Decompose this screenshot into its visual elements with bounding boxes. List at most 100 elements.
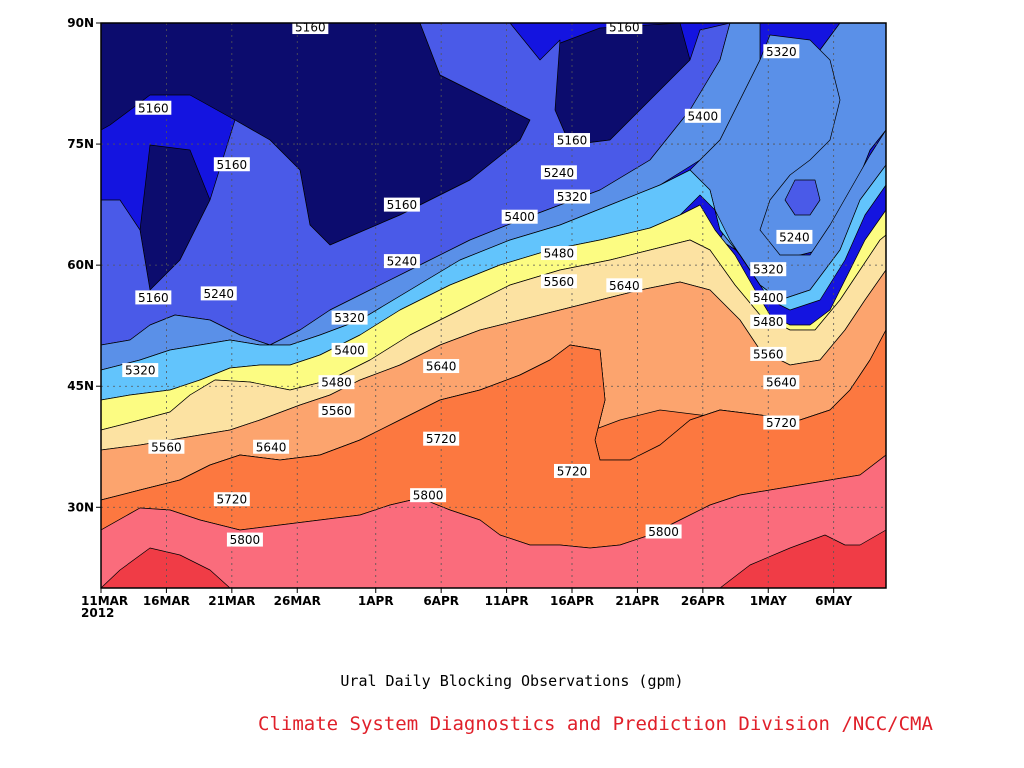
contour-label-text: 5160 (609, 21, 640, 35)
y-tick-label: 90N (67, 16, 94, 30)
contour-label-box (776, 229, 813, 244)
contour-labels: 5160 5160 5160 5160 5160 5160 5160 5240 5240 5240… (122, 20, 813, 547)
contour-label-box (148, 439, 185, 454)
contour-label-text: 5560 (321, 404, 352, 418)
y-tick-label: 30N (67, 500, 94, 514)
contour-label-text: 5480 (753, 315, 784, 329)
contour-label-box (540, 246, 577, 261)
contour-label-text: 5720 (426, 432, 457, 446)
contour-label-text: 5720 (766, 416, 797, 430)
contour-label-text: 5240 (387, 255, 418, 269)
contour-label-text: 5160 (557, 134, 588, 148)
contour-label-box (750, 262, 787, 277)
contour-label-text: 5320 (125, 364, 156, 378)
contour-label-text: 5640 (426, 360, 457, 374)
y-tick-label: 60N (67, 258, 94, 272)
contour-label-text: 5560 (753, 347, 784, 361)
contour-label-text: 5160 (217, 158, 248, 172)
contour-label-text: 5240 (203, 287, 234, 301)
contour-label-box (645, 524, 682, 539)
contour-label: 5320 (763, 44, 800, 59)
contour-label-text: 5160 (387, 198, 418, 212)
contour-label-text: 5720 (557, 464, 588, 478)
contour-label-text: 5800 (230, 533, 261, 547)
contour-label: 5400 (750, 290, 787, 305)
y-tick-label: 75N (67, 137, 94, 151)
contour-label: 5240 (540, 165, 577, 180)
contour-label-box (554, 189, 590, 204)
contour-label-text: 5160 (138, 291, 169, 305)
contour-label: 5720 (423, 431, 460, 446)
contour-label-box (318, 403, 355, 418)
contour-label-box (226, 532, 263, 547)
contour-label: 5720 (554, 463, 590, 478)
x-tick-label: 26MAR (274, 594, 321, 608)
contour-label-box (501, 209, 538, 224)
contour-label-box (684, 108, 721, 123)
x-tick-label: 1APR (358, 594, 394, 608)
contour-label: 5480 (540, 246, 577, 261)
contour-band (101, 454, 886, 588)
contour-label-box (554, 133, 590, 148)
contour-label-text: 5160 (138, 101, 169, 115)
contour-label-box (540, 274, 577, 289)
contour-label-box (750, 346, 787, 361)
contour-label-text: 5640 (256, 440, 287, 454)
contour-label-text: 5160 (295, 21, 326, 35)
contour-label: 5640 (253, 439, 290, 454)
contour-label: 5800 (645, 524, 682, 539)
contour-label-box (606, 278, 643, 293)
contour-label-box (253, 439, 290, 454)
contour-label: 5800 (226, 532, 263, 547)
contour-label-box (540, 165, 577, 180)
contour-label: 5400 (684, 108, 721, 123)
contour-label-text: 5640 (609, 279, 640, 293)
x-tick-label: 6APR (423, 594, 459, 608)
contour-label-text: 5720 (217, 493, 248, 507)
contour-label-text: 5320 (557, 190, 588, 204)
contour-label: 5160 (554, 133, 590, 148)
contour-label: 5560 (318, 403, 355, 418)
contour-label: 5320 (122, 363, 159, 378)
contour-label-box (763, 415, 800, 430)
x-tick-label: 11MAR (81, 594, 128, 608)
contour-label-box (554, 463, 590, 478)
x-tick-label: 2012 (81, 606, 114, 620)
contour-label: 5160 (292, 20, 329, 35)
contour-label-box (750, 314, 787, 329)
contour-label-text: 5400 (334, 343, 365, 357)
x-tick-label: 6MAY (815, 594, 852, 608)
contour-label-box (213, 157, 250, 172)
contour-label: 5320 (554, 189, 590, 204)
contour-label-text: 5320 (753, 263, 784, 277)
plot-frame (100, 22, 887, 589)
contour-label-text: 5480 (544, 247, 575, 261)
contour-label-text: 5400 (753, 291, 784, 305)
contour-label-text: 5560 (544, 275, 575, 289)
contour-label: 5240 (383, 254, 420, 269)
contour-label-text: 5240 (544, 166, 575, 180)
contour-label: 5160 (383, 197, 420, 212)
contour-label: 5400 (331, 342, 368, 357)
contour-label: 5320 (331, 310, 368, 325)
contour-label: 5800 (410, 488, 447, 503)
contour-label-box (331, 342, 368, 357)
contour-label: 5640 (606, 278, 643, 293)
contour-label-text: 5800 (648, 525, 679, 539)
y-tick-label: 45N (67, 379, 94, 393)
contour-label: 5640 (423, 359, 460, 374)
contour-label: 5160 (135, 100, 172, 115)
source-credit: Climate System Diagnostics and Predictio… (258, 713, 933, 735)
contour-band (784, 179, 821, 216)
contour-label-box (750, 290, 787, 305)
contour-label-text: 5640 (766, 376, 797, 390)
contour-label: 5640 (763, 375, 800, 390)
x-tick-label: 26APR (681, 594, 725, 608)
contour-band (719, 529, 886, 588)
contour-label: 5560 (148, 439, 185, 454)
contour-label-box (135, 100, 172, 115)
contour-label: 5400 (501, 209, 538, 224)
contour-label-text: 5320 (766, 45, 797, 59)
